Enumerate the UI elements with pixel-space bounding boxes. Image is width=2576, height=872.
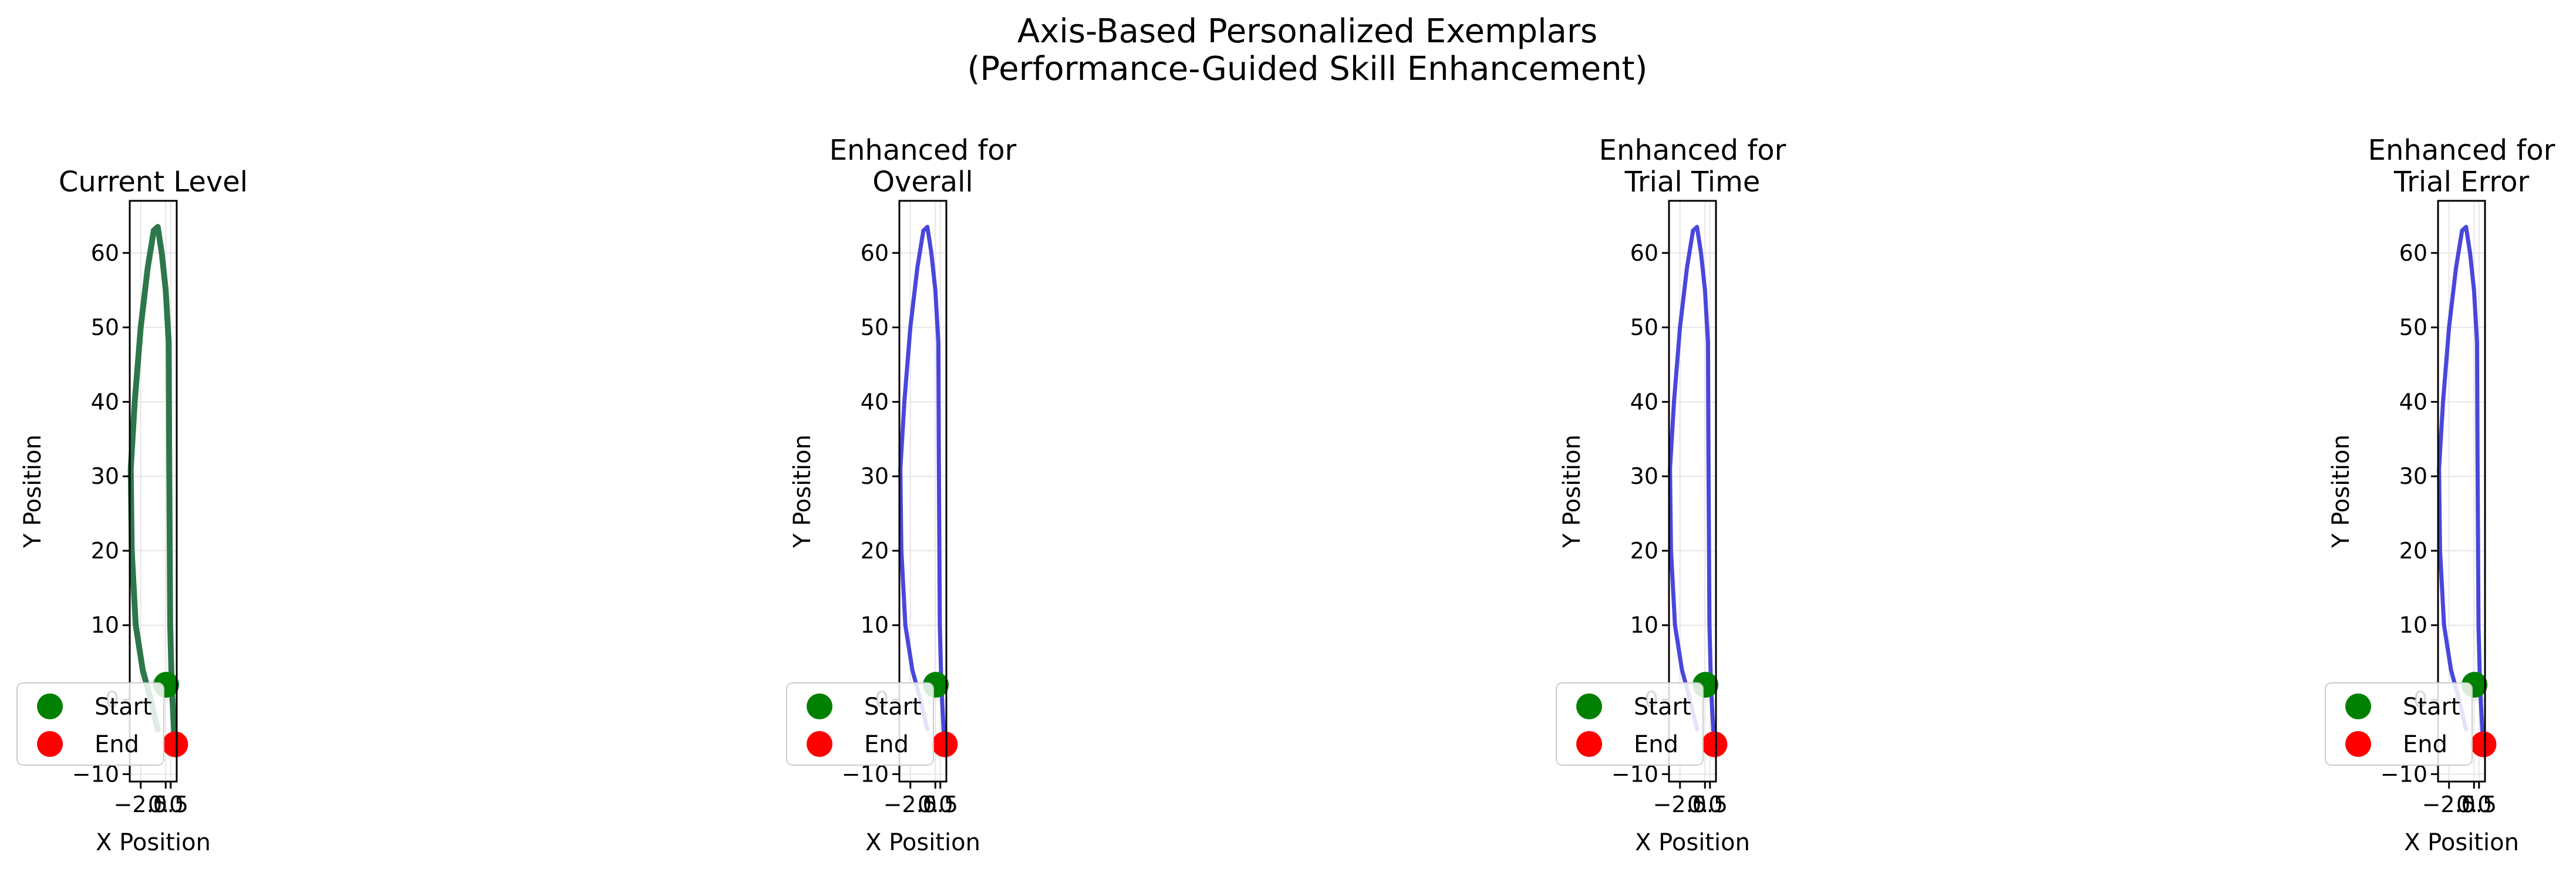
y-tick-label: 10 bbox=[91, 612, 119, 638]
y-tick-label: 20 bbox=[2399, 538, 2427, 564]
trajectory-line bbox=[127, 224, 178, 748]
legend-start-label: Start bbox=[2403, 693, 2460, 721]
y-tick-label: 60 bbox=[91, 240, 119, 266]
legend-start-swatch bbox=[807, 693, 832, 719]
figure-suptitle-line-2: (Performance-Guided Skill Enhancement) bbox=[967, 50, 1648, 88]
y-axis-label: Y Position bbox=[1559, 435, 1586, 548]
x-tick-label: −2.5 bbox=[1653, 792, 1707, 817]
x-tick-label: 0.5 bbox=[923, 792, 958, 817]
subplot-title-line: Trial Error bbox=[2393, 166, 2530, 198]
subplot-title-line: Enhanced for bbox=[2368, 134, 2555, 167]
legend-start-label: Start bbox=[864, 693, 922, 721]
x-axis-label: X Position bbox=[865, 829, 980, 856]
y-tick-label: 30 bbox=[861, 463, 889, 489]
axes-frame bbox=[129, 200, 178, 783]
y-tick-label: 30 bbox=[2399, 463, 2427, 489]
y-tick-label: 50 bbox=[2399, 315, 2427, 341]
trajectory-line bbox=[2437, 224, 2486, 747]
x-tick-label: −2.5 bbox=[114, 792, 168, 817]
x-axis-label: X Position bbox=[1635, 829, 1750, 856]
y-tick-label: 40 bbox=[2399, 389, 2427, 415]
trajectory-line bbox=[898, 224, 947, 747]
end-marker bbox=[2470, 731, 2497, 757]
axes-frame bbox=[1668, 200, 1717, 783]
legend-end-label: End bbox=[864, 731, 909, 758]
axes-frame bbox=[898, 200, 948, 783]
figure-suptitle-line-1: Axis-Based Personalized Exemplars bbox=[1017, 12, 1597, 50]
end-marker bbox=[1701, 731, 1728, 757]
y-axis-label: Y Position bbox=[789, 435, 816, 548]
legend-start-label: Start bbox=[1634, 693, 1691, 721]
subplot-panels: Current Level−100102030405060−2.50.00.5X… bbox=[16, 134, 2555, 856]
x-tick-label: −2.5 bbox=[884, 792, 938, 817]
end-marker bbox=[932, 731, 958, 757]
y-tick-label: 50 bbox=[91, 315, 119, 341]
trajectory-line bbox=[1668, 224, 1717, 747]
subplot-title-line: Trial Time bbox=[1624, 166, 1761, 198]
legend: Start End bbox=[1556, 682, 1704, 766]
x-tick-label: 0.0 bbox=[148, 792, 183, 817]
y-tick-label: 50 bbox=[861, 315, 889, 341]
legend-end-label: End bbox=[1634, 731, 1678, 758]
y-tick-label: 30 bbox=[1630, 463, 1658, 489]
axes-frame bbox=[2437, 200, 2486, 783]
subplot-title-line: Enhanced for bbox=[1599, 134, 1786, 167]
legend-end-label: End bbox=[95, 731, 139, 758]
x-tick-label: 0.0 bbox=[918, 792, 953, 817]
x-tick-label: 0.5 bbox=[153, 792, 188, 817]
legend-end-swatch bbox=[807, 731, 832, 757]
y-tick-label: 10 bbox=[1630, 612, 1658, 638]
x-tick-label: 0.5 bbox=[1692, 792, 1728, 817]
y-tick-label: 60 bbox=[861, 240, 889, 266]
legend: Start End bbox=[2325, 682, 2473, 766]
y-tick-label: 40 bbox=[861, 389, 889, 415]
y-tick-label: 60 bbox=[1630, 240, 1658, 266]
legend-end-label: End bbox=[2403, 731, 2447, 758]
legend: Start End bbox=[786, 682, 934, 766]
y-tick-label: 20 bbox=[1630, 538, 1658, 564]
y-tick-label: 20 bbox=[861, 538, 889, 564]
x-tick-label: −2.5 bbox=[2422, 792, 2476, 817]
subplot-title-line: Current Level bbox=[59, 166, 248, 198]
end-marker bbox=[162, 731, 188, 757]
subplot-1: Current Level−100102030405060−2.50.00.5X… bbox=[16, 166, 248, 856]
legend-end-swatch bbox=[2345, 731, 2371, 757]
legend-start-label: Start bbox=[95, 693, 152, 721]
y-tick-label: 20 bbox=[91, 538, 119, 564]
legend: Start End bbox=[16, 682, 164, 766]
y-axis-label: Y Position bbox=[2328, 435, 2355, 548]
legend-start-swatch bbox=[37, 693, 63, 719]
y-axis-label: Y Position bbox=[19, 435, 46, 548]
y-tick-label: 30 bbox=[91, 463, 119, 489]
y-tick-label: 10 bbox=[2399, 612, 2427, 638]
x-tick-label: 0.0 bbox=[1687, 792, 1722, 817]
legend-start-swatch bbox=[1576, 693, 1602, 719]
subplot-title-line: Overall bbox=[872, 166, 973, 198]
x-tick-label: 0.0 bbox=[2456, 792, 2491, 817]
x-tick-label: 0.5 bbox=[2462, 792, 2497, 817]
y-tick-label: 40 bbox=[1630, 389, 1658, 415]
legend-end-swatch bbox=[37, 731, 63, 757]
subplot-title-line: Enhanced for bbox=[830, 134, 1017, 167]
y-tick-label: 40 bbox=[91, 389, 119, 415]
x-axis-label: X Position bbox=[2404, 829, 2519, 856]
subplot-2: Enhanced forOverall−100102030405060−2.50… bbox=[786, 134, 1017, 856]
x-axis-label: X Position bbox=[96, 829, 211, 856]
y-tick-label: 10 bbox=[861, 612, 889, 638]
legend-start-swatch bbox=[2345, 693, 2371, 719]
legend-end-swatch bbox=[1576, 731, 1602, 757]
y-tick-label: 50 bbox=[1630, 315, 1658, 341]
y-tick-label: 60 bbox=[2399, 240, 2427, 266]
